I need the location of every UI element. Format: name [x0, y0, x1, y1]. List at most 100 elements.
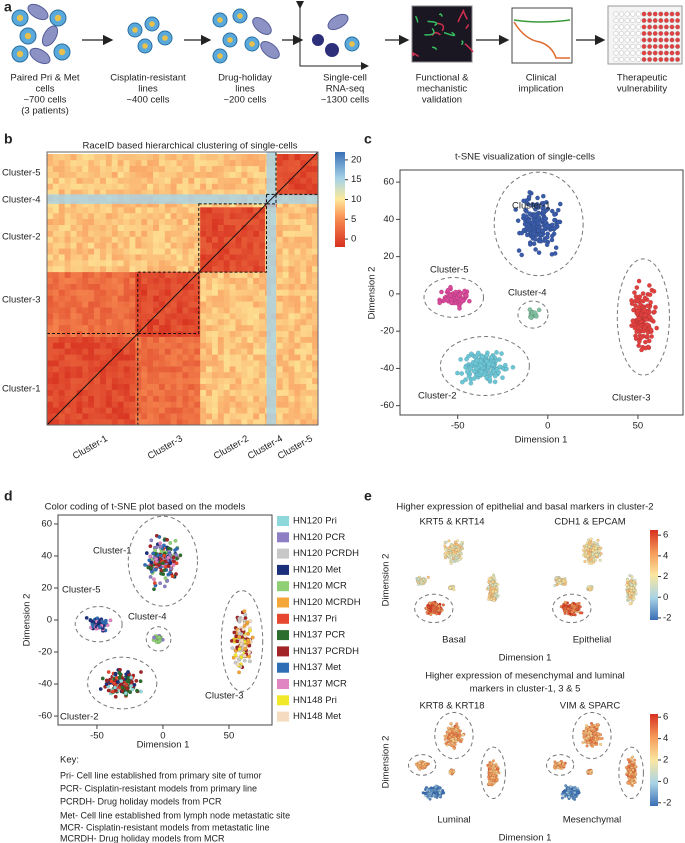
heatmap-cell — [65, 301, 71, 307]
heatmap-cell — [88, 154, 94, 160]
heatmap-cell — [135, 396, 141, 402]
cell-point — [427, 576, 430, 579]
cell-point — [449, 770, 452, 773]
heatmap-cell — [300, 413, 306, 419]
heatmap-cell — [236, 319, 242, 325]
heatmap-cell — [47, 160, 53, 166]
heatmap-cell — [300, 178, 306, 184]
heatmap-cell — [294, 390, 300, 396]
cell-point — [240, 639, 244, 643]
well — [675, 44, 680, 49]
heatmap-cell — [253, 254, 259, 260]
heatmap-cell — [153, 284, 159, 290]
heatmap-cell — [94, 248, 100, 254]
heatmap-cell — [247, 207, 253, 213]
heatmap-cell — [65, 290, 71, 296]
heatmap-cell — [241, 401, 247, 407]
heatmap-cell — [47, 354, 53, 360]
heatmap-cell — [194, 307, 200, 313]
heatmap-cell — [100, 413, 106, 419]
heatmap-cell — [277, 313, 283, 319]
heatmap-cell — [88, 337, 94, 343]
heatmap-cell — [306, 284, 312, 290]
heatmap-cell — [312, 272, 318, 278]
cell-point — [598, 549, 601, 552]
cell-point — [564, 601, 567, 604]
heatmap-cell — [112, 248, 118, 254]
heatmap-cell — [200, 231, 206, 237]
heatmap-cell — [241, 154, 247, 160]
heatmap-cell — [183, 301, 189, 307]
heatmap-cell — [141, 278, 147, 284]
heatmap-cell — [306, 225, 312, 231]
heatmap-cell — [118, 360, 124, 366]
heatmap-cell — [153, 166, 159, 172]
heatmap-cell — [141, 407, 147, 413]
well — [619, 31, 624, 36]
heatmap-cell — [171, 166, 177, 172]
heatmap-cell — [247, 407, 253, 413]
cell-point — [107, 670, 111, 674]
cell-point — [139, 690, 143, 694]
heatmap-cell — [177, 183, 183, 189]
heatmap-cell — [82, 301, 88, 307]
cell-icon — [325, 11, 350, 32]
heatmap-cell — [135, 348, 141, 354]
heatmap-cell — [129, 290, 135, 296]
heatmap-cell — [300, 278, 306, 284]
cell-point — [564, 612, 567, 615]
heatmap-cell — [306, 266, 312, 272]
heatmap-cell — [277, 248, 283, 254]
heatmap-cell — [106, 172, 112, 178]
cell-point — [450, 559, 453, 562]
heatmap-cell — [159, 254, 165, 260]
cell-point — [444, 548, 447, 551]
heatmap-cell — [241, 407, 247, 413]
heatmap-cell — [183, 166, 189, 172]
heatmap-cell — [53, 307, 59, 313]
heatmap-cell — [171, 378, 177, 384]
heatmap-cell — [100, 343, 106, 349]
heatmap-cell — [306, 407, 312, 413]
cell-point — [626, 595, 629, 598]
well — [659, 38, 664, 43]
heatmap-cell — [224, 278, 230, 284]
heatmap-cell — [212, 372, 218, 378]
well — [614, 12, 619, 17]
heatmap-cell — [300, 419, 306, 425]
heatmap-cell — [212, 178, 218, 184]
heatmap-cell — [236, 254, 242, 260]
heatmap-cell — [171, 183, 177, 189]
well — [670, 57, 675, 62]
heatmap-cell — [94, 219, 100, 225]
heatmap-cell — [277, 413, 283, 419]
heatmap-cell — [141, 360, 147, 366]
heatmap-cell — [247, 254, 253, 260]
heatmap-cell — [283, 236, 289, 242]
heatmap-cell — [177, 272, 183, 278]
heatmap-cell — [230, 325, 236, 331]
heatmap-cell — [230, 307, 236, 313]
heatmap-cell — [253, 295, 259, 301]
heatmap-cell — [76, 295, 82, 301]
heatmap-cell — [88, 360, 94, 366]
heatmap-cell — [300, 172, 306, 178]
heatmap-cell — [306, 401, 312, 407]
well — [670, 12, 675, 17]
heatmap-cell — [76, 172, 82, 178]
heatmap-cell — [53, 154, 59, 160]
heatmap-cell — [141, 366, 147, 372]
cell-point — [625, 584, 628, 587]
row-label: Cluster-5 — [2, 168, 41, 179]
heatmap-cell — [124, 266, 130, 272]
cell-point — [494, 350, 498, 354]
cell-point — [642, 308, 646, 312]
heatmap-cell — [253, 331, 259, 337]
well — [625, 51, 630, 56]
heatmap-cell — [218, 354, 224, 360]
cell-point — [589, 587, 592, 590]
heatmap-cell — [53, 219, 59, 225]
heatmap-cell — [247, 278, 253, 284]
heatmap-cell — [82, 178, 88, 184]
heatmap-cell — [106, 319, 112, 325]
